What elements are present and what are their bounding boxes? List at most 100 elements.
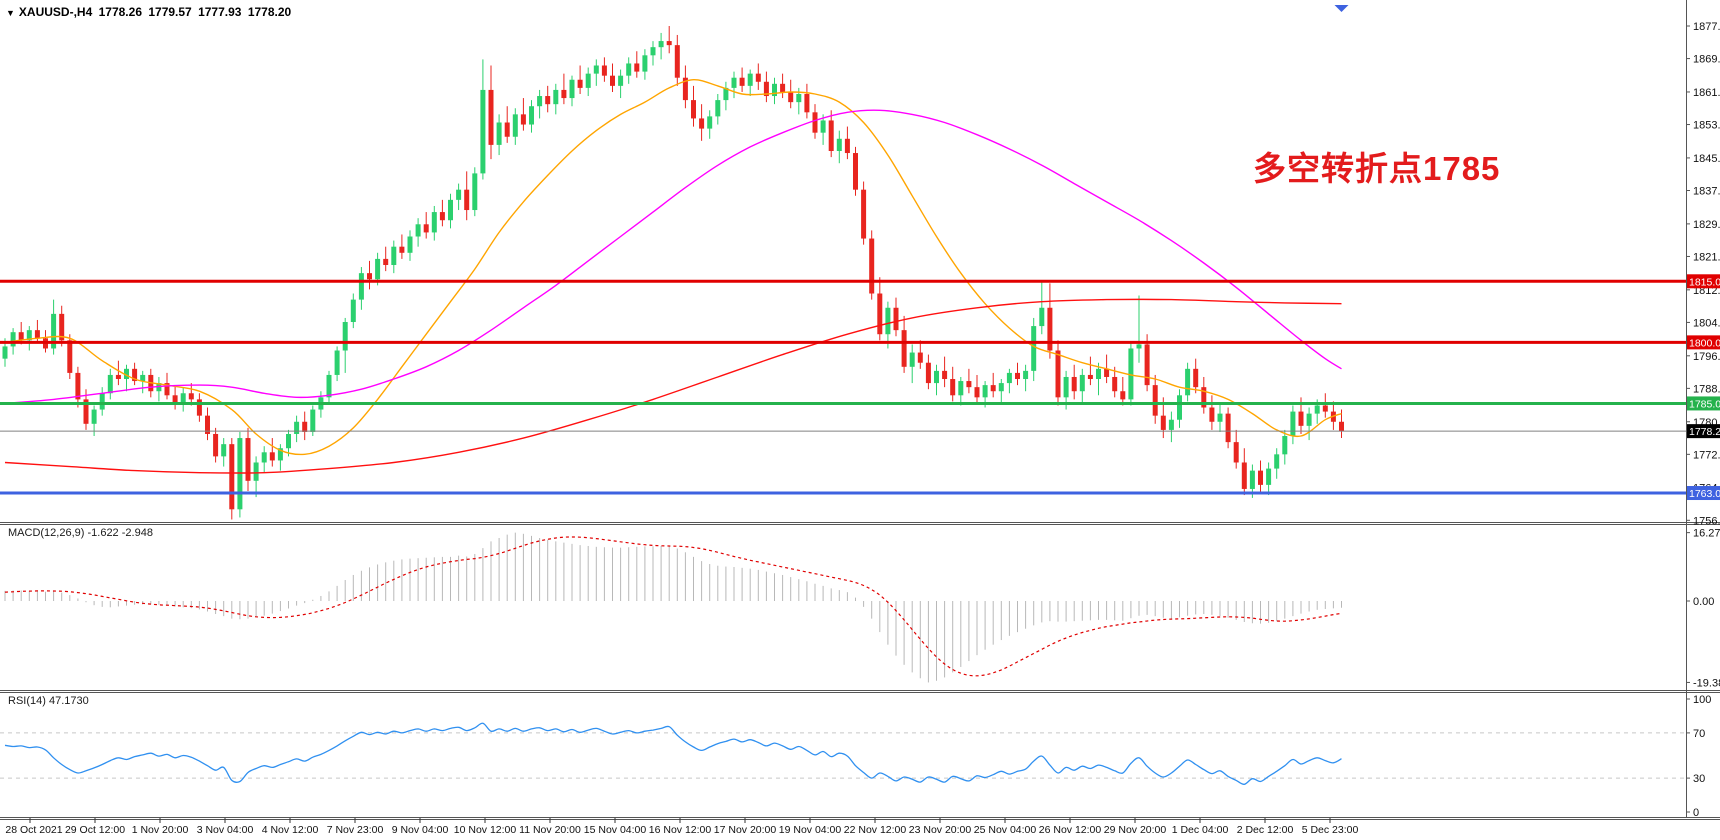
candle-body bbox=[107, 374, 113, 394]
price-badge-current-price bbox=[1687, 424, 1720, 439]
price-tick-label: 1869.70 bbox=[1693, 54, 1720, 66]
candle-body bbox=[1282, 436, 1288, 455]
candle-body bbox=[553, 89, 559, 105]
candle-body bbox=[561, 89, 567, 99]
panel-frame bbox=[0, 0, 1720, 820]
price-tick-label: 1804.90 bbox=[1693, 317, 1720, 329]
candle-body bbox=[1193, 368, 1199, 388]
candle-body bbox=[172, 395, 178, 404]
candle-body bbox=[269, 452, 275, 461]
time-tick-label: 17 Nov 20:00 bbox=[714, 824, 777, 836]
candle-body bbox=[1087, 374, 1093, 380]
chart-shift-marker-icon[interactable] bbox=[1334, 5, 1349, 12]
candle-body bbox=[1144, 344, 1150, 386]
candle-body bbox=[164, 383, 170, 396]
candle-body bbox=[812, 112, 818, 133]
candle-body bbox=[1031, 326, 1037, 371]
candle-body bbox=[1063, 376, 1069, 398]
price-badge-resistance bbox=[1687, 274, 1720, 289]
chart-title: ▼ XAUUSD-,H4 1778.26 1779.57 1777.93 1778… bbox=[6, 5, 294, 19]
candle-body bbox=[51, 313, 57, 349]
macd-indicator-label: MACD(12,26,9) -1.622 -2.948 bbox=[8, 527, 153, 539]
price-tick-label: 1877.70 bbox=[1693, 21, 1720, 33]
candle-body bbox=[618, 75, 624, 86]
time-tick-label: 19 Nov 04:00 bbox=[779, 824, 842, 836]
candle-body bbox=[464, 189, 470, 211]
candle-body bbox=[253, 462, 259, 481]
rsi-tick-label: 0 bbox=[1693, 807, 1699, 819]
candle-body bbox=[375, 258, 381, 280]
candle-body bbox=[1120, 391, 1126, 400]
candle-body bbox=[739, 77, 745, 86]
time-tick-label: 22 Nov 12:00 bbox=[844, 824, 907, 836]
candle-body bbox=[958, 381, 964, 396]
candle-body bbox=[715, 100, 721, 117]
candle-body bbox=[723, 87, 729, 101]
candle-body bbox=[1112, 376, 1118, 392]
symbol-dropdown-icon[interactable]: ▼ bbox=[6, 8, 15, 18]
candles-layer[interactable] bbox=[2, 26, 1345, 520]
candle-body bbox=[1249, 470, 1255, 489]
time-tick-label: 9 Nov 04:00 bbox=[392, 824, 449, 836]
macd-value-main: -1.622 bbox=[87, 527, 119, 539]
price-tick-label: 1796.70 bbox=[1693, 351, 1720, 363]
time-axis[interactable]: 28 Oct 2021 29 Oct 12:00 1 Nov 20:00 3 Nov … bbox=[5, 818, 1358, 836]
candle-body bbox=[261, 452, 267, 463]
candle-body bbox=[747, 73, 753, 86]
candle-body bbox=[1128, 348, 1134, 400]
candle-body bbox=[512, 114, 518, 137]
rsi-line bbox=[4, 722, 1342, 785]
candle-body bbox=[448, 199, 453, 221]
candle-body bbox=[1274, 454, 1280, 469]
candle-body bbox=[399, 246, 405, 253]
price-tick-label: 1829.10 bbox=[1693, 219, 1720, 231]
candle-body bbox=[423, 224, 429, 233]
candle-body bbox=[520, 114, 526, 125]
candle-body bbox=[925, 362, 931, 384]
macd-tick-label: 0.00 bbox=[1693, 596, 1714, 608]
candle-body bbox=[707, 116, 713, 129]
candle-body bbox=[1177, 395, 1182, 420]
candle-body bbox=[302, 421, 308, 432]
candle-body bbox=[1023, 370, 1029, 380]
candle-body bbox=[1298, 411, 1304, 426]
candle-body bbox=[585, 73, 591, 88]
rsi-tick-label: 70 bbox=[1693, 728, 1705, 740]
candle-body bbox=[755, 73, 761, 82]
price-tick-label: 1837.30 bbox=[1693, 185, 1720, 197]
macd-signal-line bbox=[4, 536, 1342, 677]
candle-body bbox=[626, 63, 632, 76]
price-badge-label: 1785.00 bbox=[1689, 398, 1720, 410]
candle-body bbox=[456, 189, 462, 200]
candle-body bbox=[861, 189, 867, 239]
candle-body bbox=[642, 55, 648, 72]
candle-body bbox=[67, 340, 73, 373]
candle-body bbox=[950, 379, 956, 396]
candle-body bbox=[1290, 411, 1296, 437]
trend-annotation-text[interactable]: 多空转折点1785 bbox=[1253, 150, 1501, 187]
macd-tick-label: -19.389 bbox=[1693, 677, 1720, 689]
time-tick-label: 26 Nov 12:00 bbox=[1039, 824, 1102, 836]
candle-body bbox=[1015, 372, 1020, 380]
candle-body bbox=[188, 393, 194, 400]
time-tick-label: 5 Dec 23:00 bbox=[1302, 824, 1359, 836]
candle-body bbox=[529, 106, 534, 125]
price-badge-label: 1800.00 bbox=[1689, 337, 1720, 349]
candle-body bbox=[942, 370, 948, 380]
candle-body bbox=[480, 89, 486, 174]
candle-body bbox=[132, 368, 138, 382]
candle-body bbox=[1104, 368, 1110, 377]
quote-low: 1777.93 bbox=[198, 5, 242, 19]
candle-body bbox=[1217, 413, 1223, 422]
candle-body bbox=[1339, 421, 1344, 432]
candle-body bbox=[2, 346, 8, 359]
candle-body bbox=[731, 77, 737, 88]
price-badge-label: 1763.00 bbox=[1689, 488, 1720, 500]
candle-body bbox=[982, 385, 988, 398]
candle-body bbox=[1314, 405, 1320, 414]
candle-body bbox=[869, 238, 875, 294]
candle-body bbox=[213, 433, 219, 457]
time-tick-label: 10 Nov 12:00 bbox=[454, 824, 517, 836]
candle-body bbox=[407, 236, 413, 253]
